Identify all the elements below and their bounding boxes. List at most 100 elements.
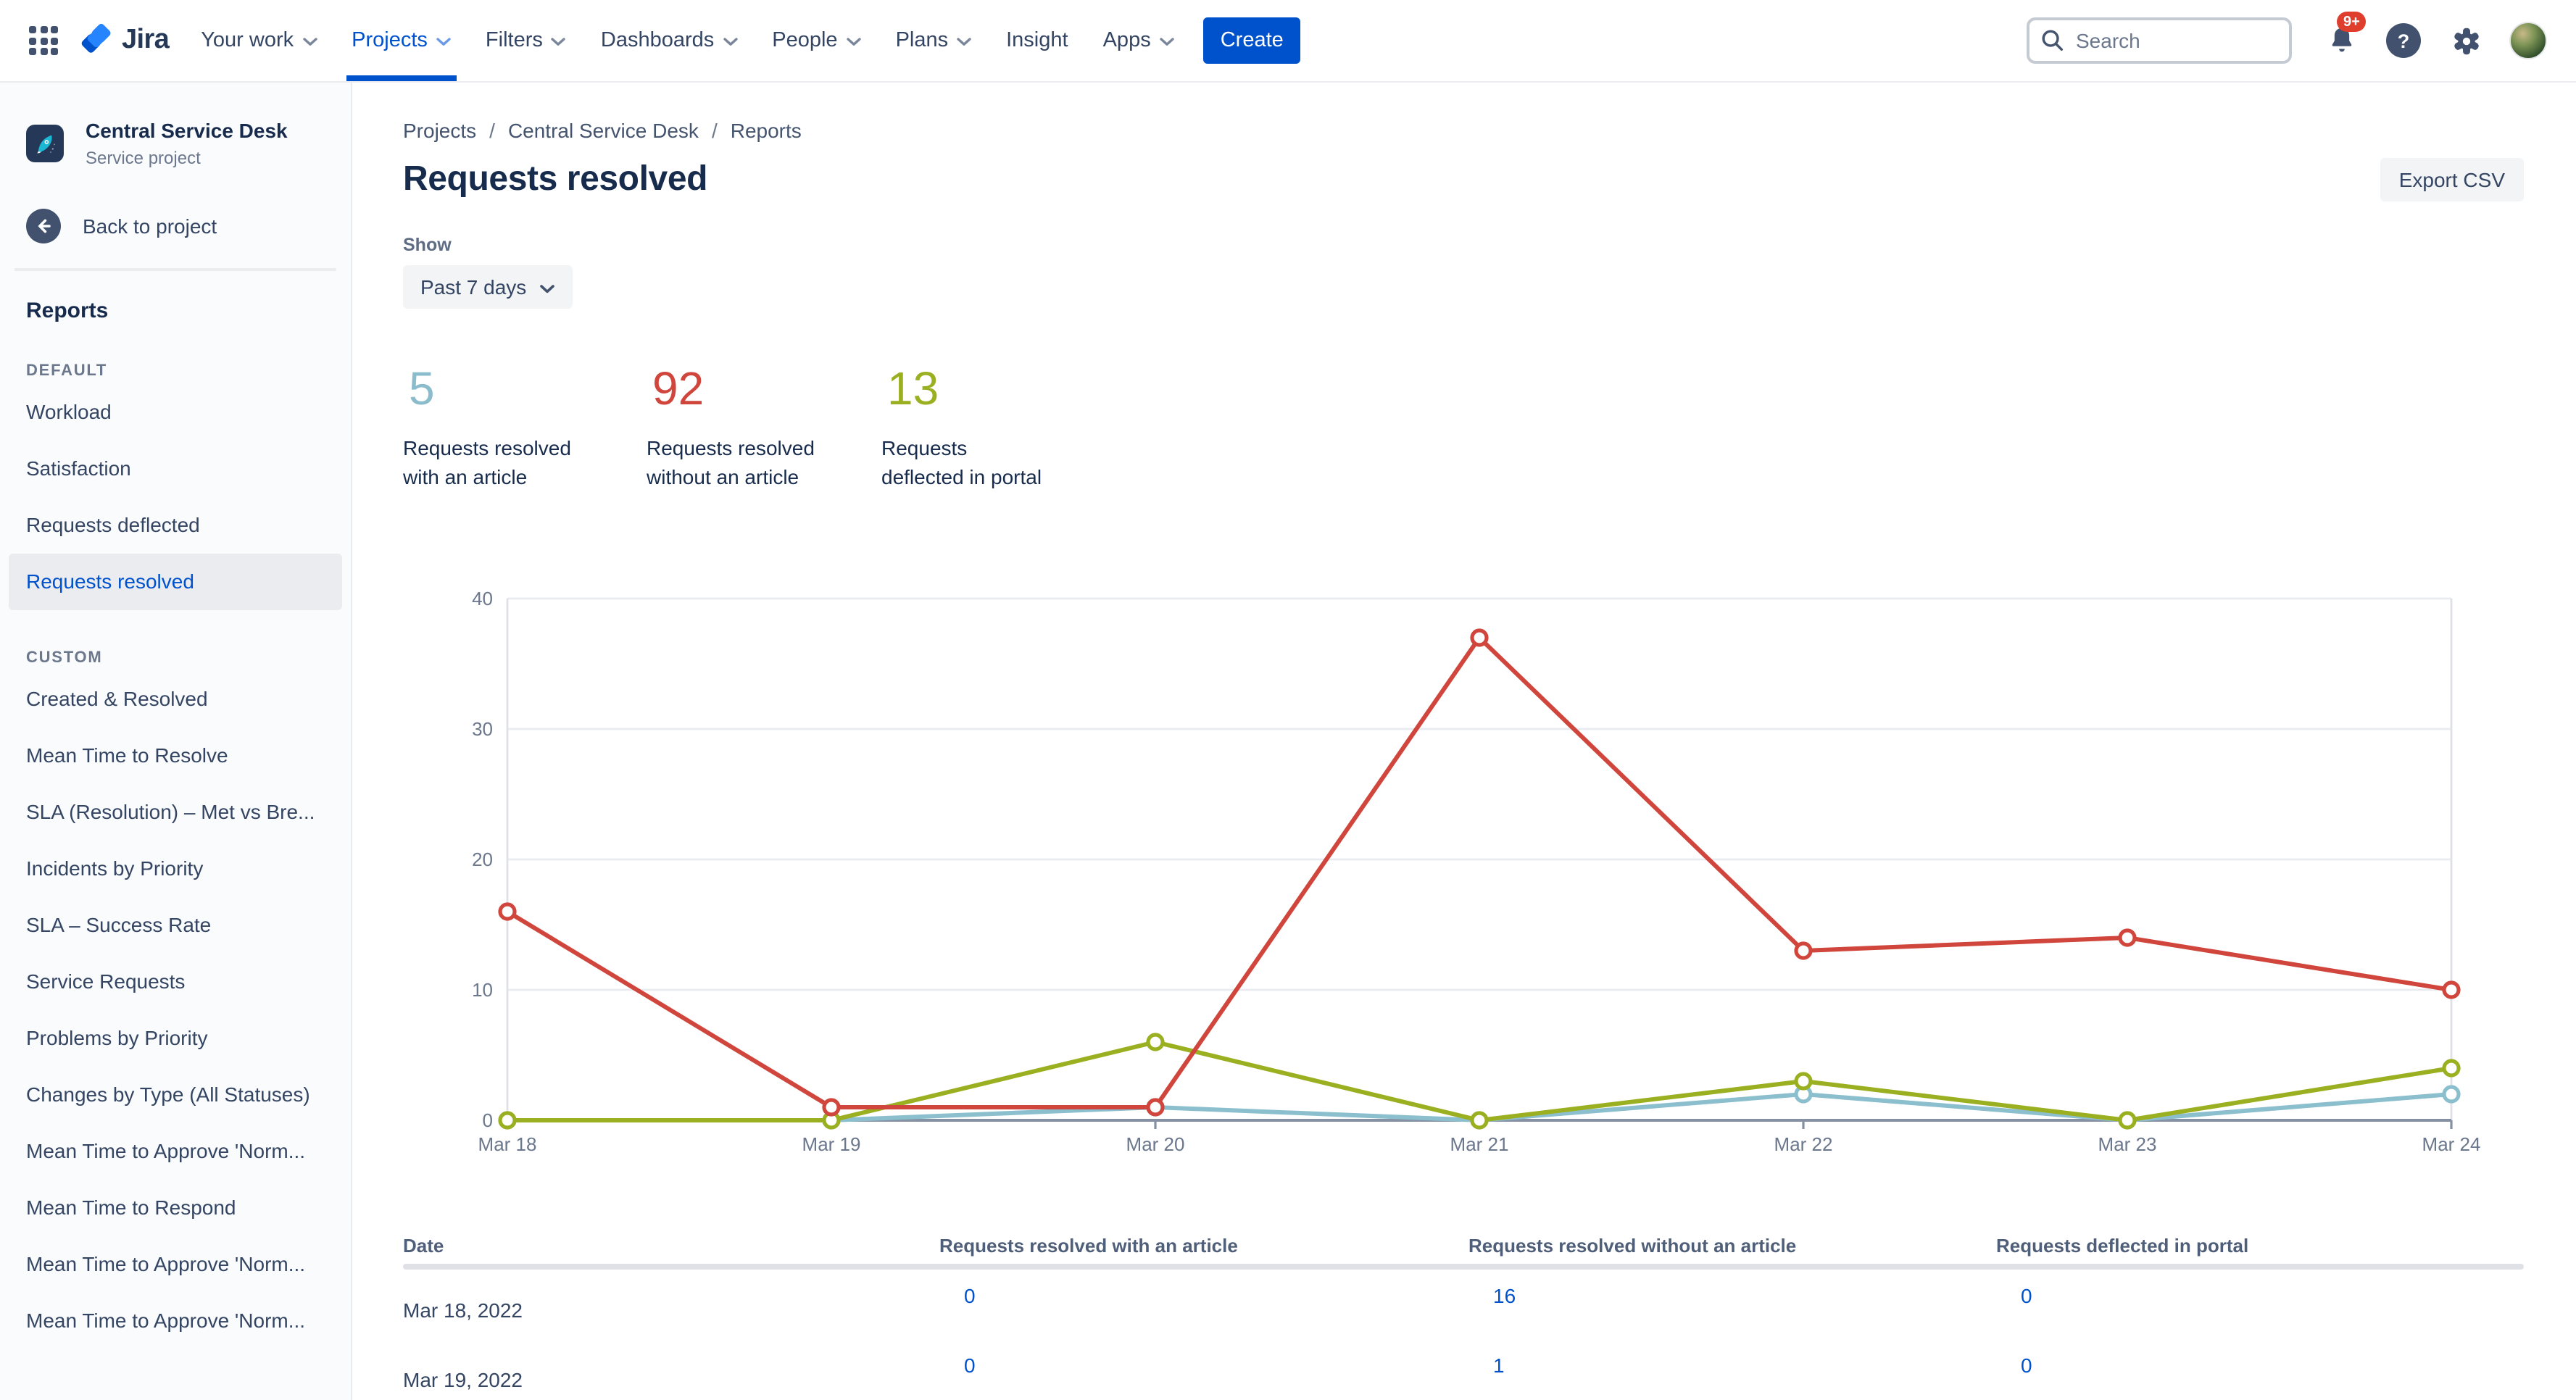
table-header-divider [403, 1264, 2524, 1270]
stat-value: 92 [652, 362, 705, 414]
data-point-requests-resolved-without-an-article-mar-19[interactable] [822, 1098, 841, 1117]
jira-logo[interactable]: Jira [78, 22, 170, 59]
sidebar-group-label-custom: CUSTOM [26, 649, 103, 666]
table-header-row: Date Requests resolved with an article Req… [403, 1226, 2524, 1264]
table-row-date: Mar 19, 2022 [403, 1368, 523, 1391]
sidebar-item-sla-success-rate[interactable]: SLA – Success Rate [26, 913, 212, 936]
sidebar-item-requests-resolved[interactable]: Requests resolved [9, 553, 342, 609]
data-point-requests-deflected-in-portal-mar-23[interactable] [2118, 1111, 2137, 1130]
sidebar-item-satisfaction[interactable]: Satisfaction [26, 457, 131, 480]
sidebar-item-requests-deflected[interactable]: Requests deflected [26, 513, 200, 536]
series-line-requests-resolved-without-an-article [505, 636, 2454, 1109]
nav-item-your-work[interactable]: Your work [189, 0, 328, 81]
stat-value: 5 [409, 362, 435, 414]
nav-item-apps[interactable]: Apps [1092, 0, 1186, 81]
data-point-requests-deflected-in-portal-mar-21[interactable] [1470, 1111, 1489, 1130]
data-point-requests-resolved-without-an-article-mar-20[interactable] [1146, 1098, 1165, 1117]
question-mark-icon: ? [2386, 23, 2421, 58]
sidebar-divider [14, 267, 336, 270]
sidebar-reports-heading: Reports [26, 298, 109, 322]
nav-item-label: Your work [201, 29, 294, 52]
sidebar-item-mean-time-to-approve-norm[interactable]: Mean Time to Approve 'Norm... [26, 1252, 306, 1275]
back-arrow-icon [26, 208, 61, 243]
project-header: Central Service Desk Service project [9, 81, 342, 167]
data-point-requests-resolved-without-an-article-mar-22[interactable] [1794, 941, 1813, 960]
data-point-requests-resolved-with-an-article-mar-24[interactable] [2442, 1085, 2461, 1104]
data-point-requests-resolved-without-an-article-mar-24[interactable] [2442, 980, 2461, 999]
table-cell-link[interactable]: 0 [964, 1354, 976, 1377]
summary-stats-row: 5 Requests resolved with an article 92 Reque… [403, 364, 2524, 491]
nav-item-projects[interactable]: Projects [340, 0, 462, 81]
sidebar-item-mean-time-to-approve-norm[interactable]: Mean Time to Approve 'Norm... [26, 1309, 306, 1332]
export-csv-button[interactable]: Export CSV [2380, 158, 2524, 201]
table-cell-link[interactable]: 0 [964, 1284, 976, 1307]
nav-item-label: Projects [352, 29, 428, 52]
stat-label: Requests deflected in portal [881, 436, 1042, 488]
table-column-header-requests-resolved-with-an-article: Requests resolved with an article [939, 1234, 1238, 1256]
project-sidebar: Central Service Desk Service project Bac… [0, 81, 352, 1400]
y-axis-tick-label: 30 [472, 718, 493, 740]
sidebar-item-mean-time-to-approve-norm[interactable]: Mean Time to Approve 'Norm... [26, 1139, 306, 1162]
nav-item-label: Apps [1102, 29, 1151, 52]
sidebar-item-sla-resolution-met-vs-bre[interactable]: SLA (Resolution) – Met vs Bre... [26, 800, 315, 823]
settings-button[interactable] [2447, 22, 2485, 59]
stat-label: Requests resolved without an article [647, 436, 815, 488]
line-chart-svg: 0 10 20 30 40 Mar 18 Mar 19 Mar 20 Mar 21 Mar 22 M… [472, 588, 2480, 1155]
sidebar-item-mean-time-to-resolve[interactable]: Mean Time to Resolve [26, 743, 228, 767]
search-input[interactable] [2027, 17, 2292, 64]
table-body: Mar 18, 2022 0 16 0 Mar 19, 2022 0 1 0 [403, 1270, 2524, 1400]
sidebar-item-workload[interactable]: Workload [26, 400, 112, 423]
app-grid-icon [29, 26, 58, 55]
table-row-date: Mar 18, 2022 [403, 1299, 523, 1322]
data-point-requests-deflected-in-portal-mar-22[interactable] [1794, 1072, 1813, 1091]
chevron-down-icon [302, 38, 317, 46]
nav-item-insight[interactable]: Insight [994, 0, 1079, 81]
table-cell-link[interactable]: 0 [2021, 1354, 2032, 1377]
data-point-requests-deflected-in-portal-mar-24[interactable] [2442, 1059, 2461, 1078]
table-row: Mar 18, 2022 0 16 0 [403, 1270, 2524, 1339]
sidebar-item-created-resolved[interactable]: Created & Resolved [26, 687, 208, 710]
data-point-requests-resolved-without-an-article-mar-18[interactable] [498, 902, 517, 921]
x-axis-tick-label: Mar 18 [478, 1133, 537, 1155]
breadcrumb-projects[interactable]: Projects [403, 119, 477, 142]
app-switcher-button[interactable] [20, 17, 67, 64]
sidebar-item-mean-time-to-respond[interactable]: Mean Time to Respond [26, 1196, 236, 1219]
table-cell-link[interactable]: 16 [1493, 1284, 1516, 1307]
breadcrumb-project-name[interactable]: Central Service Desk [507, 119, 699, 142]
project-title-block[interactable]: Central Service Desk Service project [86, 119, 288, 167]
data-point-requests-deflected-in-portal-mar-18[interactable] [498, 1111, 517, 1130]
sidebar-item-changes-by-type-all-statuses[interactable]: Changes by Type (All Statuses) [26, 1083, 310, 1106]
project-name: Central Service Desk [86, 119, 288, 142]
sidebar-item-incidents-by-priority[interactable]: Incidents by Priority [26, 857, 204, 880]
breadcrumb-reports[interactable]: Reports [730, 119, 802, 142]
stat-requests-resolved-with-an-article: 5 Requests resolved with an article [403, 364, 647, 491]
requests-resolved-chart: 0 10 20 30 40 Mar 18 Mar 19 Mar 20 Mar 21 Mar 22 M… [403, 581, 2524, 1165]
nav-item-plans[interactable]: Plans [884, 0, 984, 81]
data-point-requests-resolved-without-an-article-mar-23[interactable] [2118, 928, 2137, 947]
create-button[interactable]: Create [1202, 17, 1301, 64]
data-point-requests-deflected-in-portal-mar-20[interactable] [1146, 1033, 1165, 1051]
nav-right-cluster: 9+ ? [2027, 12, 2547, 64]
nav-item-people[interactable]: People [760, 0, 872, 81]
top-navigation-bar: Jira Your work Projects Filters Dashboards P… [0, 0, 2576, 81]
data-point-requests-resolved-without-an-article-mar-21[interactable] [1470, 628, 1489, 647]
bell-icon [2331, 27, 2351, 51]
chevron-down-icon [552, 38, 566, 46]
table-cell-link[interactable]: 1 [1493, 1354, 1505, 1377]
nav-item-label: People [772, 29, 838, 52]
notification-count-badge: 9+ [2337, 12, 2367, 32]
jira-logo-icon [81, 22, 111, 52]
table-cell-link[interactable]: 0 [2021, 1284, 2032, 1307]
back-to-project-link[interactable]: Back to project [9, 208, 342, 243]
sidebar-item-problems-by-priority[interactable]: Problems by Priority [26, 1026, 208, 1049]
show-filter-label: Show [403, 235, 452, 255]
help-button[interactable]: ? [2385, 22, 2422, 59]
user-avatar[interactable] [2509, 22, 2547, 59]
y-axis-tick-label: 10 [472, 979, 493, 1001]
notifications-button[interactable]: 9+ [2322, 12, 2367, 59]
nav-item-dashboards[interactable]: Dashboards [589, 0, 749, 81]
nav-item-filters[interactable]: Filters [474, 0, 578, 81]
sidebar-item-service-requests[interactable]: Service Requests [26, 970, 186, 993]
period-dropdown[interactable]: Past 7 days [403, 265, 573, 309]
